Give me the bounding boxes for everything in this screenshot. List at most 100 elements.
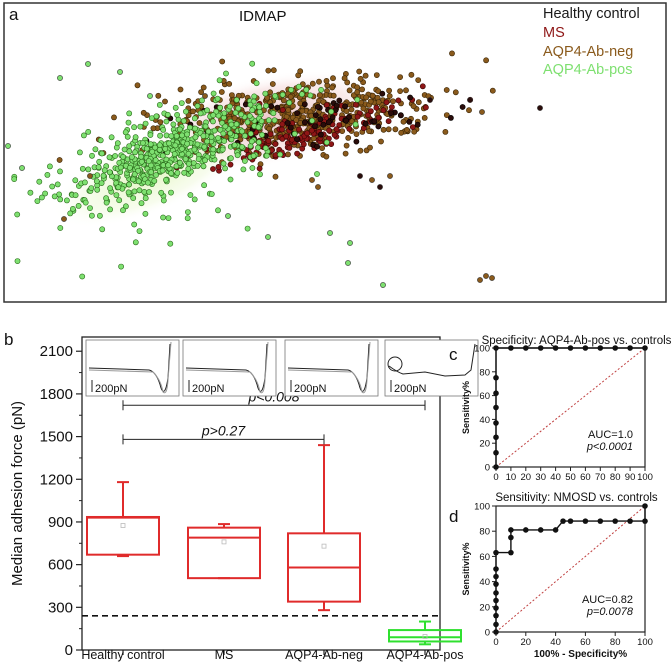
scatter-point bbox=[162, 145, 169, 152]
roc-point bbox=[493, 434, 499, 441]
scatter-point bbox=[409, 124, 416, 130]
scatter-point bbox=[5, 143, 11, 149]
scatter-point bbox=[184, 209, 191, 215]
scatter-point bbox=[222, 165, 228, 172]
scatter-point bbox=[270, 67, 277, 74]
scatter-point bbox=[235, 105, 242, 112]
x-tick-label: AQP4-Ab-pos bbox=[386, 648, 463, 662]
roc-point bbox=[597, 345, 604, 351]
scatter-point bbox=[479, 109, 485, 115]
scatter-point bbox=[117, 69, 123, 75]
scatter-point bbox=[353, 138, 360, 145]
x-tick-label: 80 bbox=[610, 472, 621, 483]
force-curve bbox=[287, 341, 371, 394]
roc-point bbox=[493, 420, 499, 426]
scatter-point bbox=[369, 177, 375, 183]
panel-a: a IDMAP Healthy control MS AQP4-Ab-neg A… bbox=[3, 2, 667, 303]
scatter-point bbox=[272, 173, 279, 180]
scatter-point bbox=[294, 150, 300, 157]
scatter-point bbox=[225, 213, 231, 219]
scatter-point bbox=[200, 84, 207, 91]
scatter-point bbox=[288, 87, 294, 93]
scatter-point bbox=[134, 82, 141, 89]
roc-point bbox=[493, 597, 499, 604]
x-tick-label: 100 bbox=[637, 637, 653, 648]
scatter-point bbox=[211, 127, 218, 134]
p-value-label: p<0.0001 bbox=[586, 441, 633, 453]
scatter-point bbox=[373, 72, 380, 78]
scatter-point bbox=[166, 140, 172, 147]
scatter-point bbox=[326, 127, 332, 134]
scatter-point bbox=[185, 150, 192, 157]
scatter-point bbox=[310, 135, 317, 142]
scatter-point bbox=[172, 142, 179, 149]
scatter-point bbox=[187, 192, 194, 198]
scatter-point bbox=[190, 108, 196, 115]
scatter-point bbox=[125, 189, 132, 196]
scatter-point bbox=[143, 145, 150, 152]
scatter-point bbox=[315, 184, 321, 190]
plot-title: Specificity: AQP4-Ab-pos vs. controls bbox=[482, 335, 671, 347]
scatter-point bbox=[386, 87, 392, 94]
scatter-point bbox=[272, 141, 279, 147]
scatter-point bbox=[392, 126, 399, 133]
scatter-point bbox=[185, 98, 192, 104]
scatter-point bbox=[228, 121, 235, 128]
x-tick-label: 60 bbox=[580, 637, 591, 648]
comparison-label: p>0.27 bbox=[201, 422, 246, 438]
x-tick-label: 80 bbox=[610, 637, 621, 648]
scatter-point bbox=[107, 206, 113, 213]
panel-d: d Sensitivity: NMOSD vs. controls 0 20 40 60… bbox=[449, 492, 658, 660]
box bbox=[388, 629, 462, 643]
y-tick-label: 80 bbox=[479, 367, 490, 378]
scatter-point bbox=[54, 181, 61, 188]
scatter-point bbox=[89, 152, 95, 159]
roc-point bbox=[508, 345, 514, 351]
roc-point bbox=[508, 527, 514, 533]
scatter-point bbox=[285, 151, 291, 158]
roc-point bbox=[552, 527, 559, 533]
scatter-point bbox=[403, 126, 410, 133]
y-tick-label: 80 bbox=[479, 527, 490, 538]
scatter-point bbox=[354, 89, 361, 96]
scatter-point bbox=[39, 194, 45, 201]
scale-bar-label: 200pN bbox=[192, 383, 224, 395]
scatter-point bbox=[72, 192, 79, 199]
scatter-point bbox=[108, 134, 115, 141]
roc-point bbox=[537, 527, 544, 533]
scatter-point bbox=[82, 179, 88, 186]
scatter-point bbox=[156, 102, 163, 108]
scatter-point bbox=[354, 96, 361, 103]
scatter-points bbox=[5, 50, 543, 288]
scatter-point bbox=[97, 137, 104, 144]
scatter-point bbox=[415, 77, 422, 83]
scatter-point bbox=[167, 240, 174, 247]
scatter-point bbox=[137, 123, 144, 130]
scatter-point bbox=[489, 275, 495, 281]
scatter-point bbox=[197, 110, 204, 117]
force-curve bbox=[388, 343, 476, 377]
roc-point bbox=[493, 629, 499, 635]
scatter-point bbox=[263, 102, 269, 109]
scatter-point bbox=[210, 166, 216, 172]
box bbox=[187, 526, 261, 580]
scatter-point bbox=[414, 121, 421, 128]
y-tick-label: 100 bbox=[474, 344, 490, 355]
scatter-point bbox=[377, 184, 383, 190]
scatter-point bbox=[262, 145, 269, 151]
scatter-point bbox=[155, 92, 162, 99]
scatter-point bbox=[262, 90, 269, 97]
scatter-point bbox=[163, 176, 169, 183]
auc-label: AUC=0.82 bbox=[582, 594, 633, 606]
scatter-point bbox=[19, 165, 25, 171]
scatter-point bbox=[160, 214, 166, 221]
y-tick-label: 0 bbox=[485, 463, 490, 474]
scatter-point bbox=[199, 97, 205, 104]
scatter-point bbox=[255, 124, 262, 131]
scatter-point bbox=[489, 87, 496, 94]
scatter-point bbox=[14, 258, 21, 264]
scatter-point bbox=[87, 173, 93, 179]
scatter-point bbox=[255, 144, 261, 151]
scatter-point bbox=[67, 210, 74, 217]
scatter-point bbox=[422, 104, 429, 111]
